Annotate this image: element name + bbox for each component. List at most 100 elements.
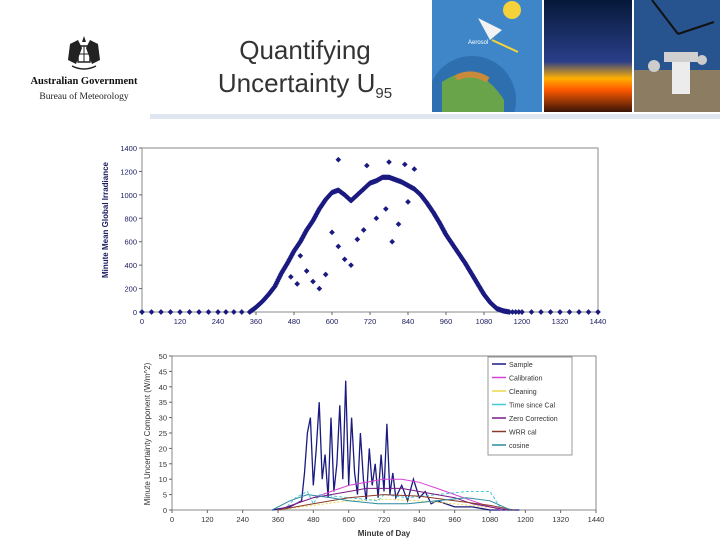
- chart1-point: [373, 215, 380, 222]
- chart1-xtick-label: 240: [212, 317, 225, 326]
- chart2-xtick-label: 1080: [482, 515, 499, 524]
- chart2-legend-label: Sample: [509, 362, 533, 369]
- title-line-1: Quantifying: [239, 35, 371, 65]
- chart2-ytick-label: 50: [159, 352, 167, 361]
- chart1-point: [566, 309, 573, 315]
- chart1-point: [402, 161, 408, 168]
- chart1-xtick-label: 600: [326, 317, 339, 326]
- chart1-xtick-label: 1320: [552, 317, 569, 326]
- chart1-xtick-label: 1200: [514, 317, 531, 326]
- chart2-ytick-label: 10: [159, 475, 167, 484]
- chart1-point: [303, 268, 310, 274]
- chart1-xtick-label: 840: [402, 317, 415, 326]
- chart2-xtick-label: 0: [170, 515, 174, 524]
- chart1-point: [158, 309, 164, 315]
- chart1-xtick-label: 720: [364, 317, 377, 326]
- title-subscript: 95: [375, 85, 393, 103]
- chart2-legend-label: Time since Cal: [509, 403, 555, 410]
- page-title: Quantifying Uncertainty U95: [200, 34, 410, 110]
- chart1-point: [557, 309, 563, 315]
- chart1-point: [186, 309, 193, 315]
- chart1-ytick-label: 200: [124, 285, 137, 294]
- chart2-legend-box: [487, 356, 573, 456]
- chart2-xtick-label: 840: [413, 515, 426, 524]
- chart1-point: [386, 159, 392, 165]
- chart2-legend-label: Cleaning: [509, 389, 537, 396]
- chart2-ytick-label: 15: [159, 460, 167, 469]
- chart1-point: [348, 262, 354, 268]
- chart1-point: [205, 309, 212, 315]
- chart2-series-line: [271, 494, 511, 511]
- chart1-ytick-label: 0: [133, 308, 137, 317]
- chart1-point: [389, 238, 395, 245]
- chart2-xtick-label: 960: [448, 515, 461, 524]
- australian-government-logo: Australian Government Bureau of Meteorol…: [28, 34, 140, 112]
- chart1-point: [294, 281, 300, 287]
- chart2-ylabel: Minute Uncertainty Component (W/m^2): [143, 362, 152, 505]
- sunset-image: [544, 0, 632, 112]
- chart1-point: [512, 309, 519, 315]
- chart2-ytick-label: 45: [159, 367, 167, 376]
- irradiance-scatter-chart: Minute Mean Global Irradiance 0 120 240 360…: [101, 144, 606, 326]
- chart1-point: [297, 252, 304, 259]
- org-name: Australian Government: [30, 76, 138, 87]
- chart1-point: [411, 166, 418, 172]
- chart2-xtick-label: 1320: [552, 515, 569, 524]
- chart1-xtick-label: 960: [440, 317, 453, 326]
- chart1-point: [316, 285, 323, 292]
- chart1-point: [223, 309, 229, 315]
- chart2-legend-label: Zero Correction: [509, 416, 558, 423]
- chart2-series-line: [283, 490, 503, 511]
- chart1-point: [506, 309, 513, 315]
- chart1-point: [329, 229, 335, 236]
- chart1-xtick-label: 480: [288, 317, 301, 326]
- chart1-point: [405, 199, 411, 205]
- chart1-point: [238, 309, 245, 315]
- chart1-xtick-label: 1440: [590, 317, 607, 326]
- chart2-legend-label: Calibration: [509, 376, 543, 383]
- chart1-point: [395, 221, 402, 227]
- chart1-point: [335, 243, 342, 250]
- chart1-point: [585, 309, 592, 315]
- chart1-point: [360, 227, 367, 233]
- chart2-series-line: [277, 498, 508, 511]
- chart1-xtick-label: 0: [140, 317, 144, 326]
- chart1-point: [148, 309, 155, 315]
- chart2-ytick-label: 25: [159, 429, 167, 438]
- chart1-xtick-label: 1080: [476, 317, 493, 326]
- chart2-xtick-label: 1440: [588, 515, 605, 524]
- chart2-ytick-label: 0: [163, 506, 167, 515]
- title-line-2: Uncertainty U: [217, 68, 376, 98]
- aerosol-label: Aerosol: [468, 40, 488, 46]
- chart1-ytick-label: 1400: [120, 144, 137, 153]
- chart2-ytick-label: 40: [159, 383, 167, 392]
- chart1-ylabel: Minute Mean Global Irradiance: [101, 161, 110, 278]
- chart1-ytick-label: 1000: [120, 191, 137, 200]
- chart2-series-line: [277, 478, 502, 511]
- chart1-point: [322, 271, 329, 278]
- chart1-point: [310, 278, 316, 285]
- instrument-image: [634, 0, 720, 112]
- chart2-legend-label: cosine: [509, 443, 529, 450]
- chart1-point: [341, 256, 348, 263]
- chart2-xtick-label: 480: [307, 515, 320, 524]
- chart1-point: [354, 236, 361, 243]
- chart2-ytick-label: 5: [163, 491, 167, 500]
- chart1-point: [167, 309, 174, 315]
- chart1-ytick-label: 1200: [120, 167, 137, 176]
- chart1-plot-area: [141, 147, 599, 313]
- chart1-point: [519, 309, 525, 315]
- chart2-xtick-label: 360: [272, 515, 285, 524]
- chart1-xtick-label: 360: [250, 317, 263, 326]
- chart1-point: [576, 309, 582, 315]
- chart2-xtick-label: 120: [201, 515, 214, 524]
- chart1-point: [288, 274, 294, 280]
- chart1-point: [335, 156, 342, 163]
- chart1-point: [231, 309, 237, 315]
- chart1-point: [528, 309, 535, 315]
- chart1-point: [547, 309, 554, 315]
- chart2-xtick-label: 1200: [517, 515, 534, 524]
- chart1-point: [595, 309, 601, 315]
- chart1-point: [538, 309, 544, 315]
